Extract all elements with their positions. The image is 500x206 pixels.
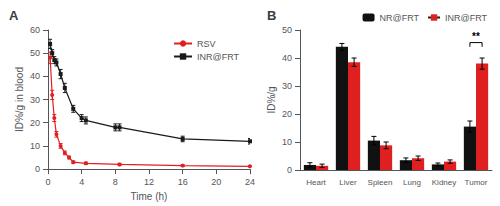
- svg-text:50: 50: [30, 48, 40, 58]
- svg-text:12: 12: [144, 177, 154, 187]
- svg-text:Liver: Liver: [339, 178, 357, 187]
- svg-text:0: 0: [287, 165, 292, 175]
- svg-text:ID%/g: ID%/g: [266, 86, 277, 113]
- svg-text:Lung: Lung: [403, 178, 421, 187]
- svg-text:24: 24: [245, 177, 255, 187]
- svg-text:Kidney: Kidney: [432, 178, 456, 187]
- svg-text:NR@FRT: NR@FRT: [380, 13, 420, 23]
- svg-text:**: **: [472, 31, 480, 42]
- svg-text:60: 60: [30, 25, 40, 35]
- svg-text:50: 50: [282, 25, 292, 35]
- svg-text:20: 20: [30, 118, 40, 128]
- svg-text:20: 20: [282, 109, 292, 119]
- svg-text:Time (h): Time (h): [131, 191, 168, 202]
- svg-text:RSV: RSV: [197, 39, 216, 49]
- svg-text:20: 20: [211, 177, 221, 187]
- svg-text:4: 4: [79, 177, 84, 187]
- svg-text:8: 8: [113, 177, 118, 187]
- svg-text:A: A: [9, 8, 19, 23]
- svg-text:0: 0: [45, 177, 50, 187]
- svg-text:Tumor: Tumor: [465, 178, 488, 187]
- svg-text:0: 0: [35, 164, 40, 174]
- svg-text:B: B: [267, 8, 276, 23]
- svg-text:30: 30: [30, 95, 40, 105]
- svg-text:INR@FRT: INR@FRT: [445, 13, 487, 23]
- svg-text:INR@FRT: INR@FRT: [197, 52, 239, 62]
- svg-text:30: 30: [282, 81, 292, 91]
- svg-text:Spleen: Spleen: [368, 178, 393, 187]
- svg-text:40: 40: [282, 53, 292, 63]
- svg-text:Heart: Heart: [306, 178, 326, 187]
- svg-text:40: 40: [30, 71, 40, 81]
- svg-text:10: 10: [282, 137, 292, 147]
- svg-text:16: 16: [178, 177, 188, 187]
- svg-text:10: 10: [30, 141, 40, 151]
- svg-text:ID%/g in blood: ID%/g in blood: [14, 67, 25, 132]
